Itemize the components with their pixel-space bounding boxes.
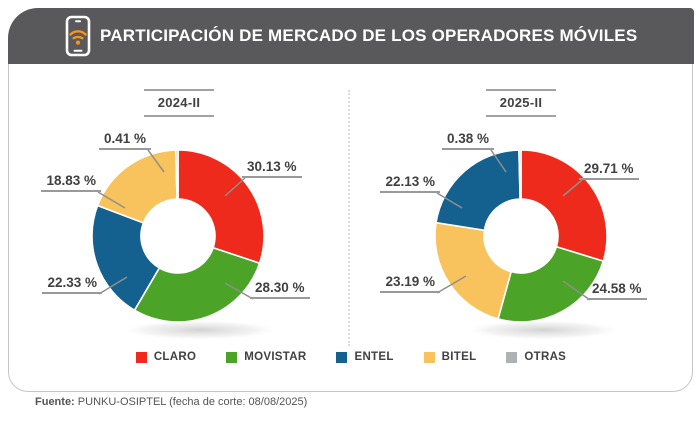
slice-value-label-entel: 22.13 % (380, 174, 440, 193)
legend-item-bitel: BITEL (423, 351, 477, 363)
legend-label: OTRAS (524, 351, 567, 363)
donut-slice-claro (177, 149, 265, 265)
legend-item-movistar: MOVISTAR (226, 351, 306, 363)
leader-line (562, 280, 591, 301)
slice-value-label-claro: 30.13 % (242, 159, 302, 178)
legend-label: MOVISTAR (244, 351, 307, 363)
slice-value-label-otras: 0.38 % (441, 131, 494, 150)
leader-line (436, 275, 467, 294)
legend-item-entel: ENTEL (336, 351, 393, 363)
legend-label: BITEL (441, 351, 477, 363)
period-label-2024: 2024-II (144, 89, 214, 117)
charts-divider (348, 90, 350, 346)
slice-value-label-otras: 0.41 % (98, 131, 151, 150)
phone-wifi-icon (65, 15, 91, 57)
slice-value-label-bitel: 18.83 % (41, 173, 101, 192)
slice-value-label-movistar: 28.30 % (250, 280, 310, 299)
slice-value-label-claro: 29.71 % (579, 161, 639, 180)
legend-swatch (336, 351, 348, 363)
leader-line (224, 282, 254, 300)
source-label: Fuente: (35, 396, 75, 408)
legend-swatch (135, 351, 147, 363)
page-title: PARTICIPACIÓN DE MERCADO DE LOS OPERADOR… (100, 26, 638, 45)
legend-label: CLARO (153, 351, 197, 363)
period-label-2025: 2025-II (486, 89, 556, 117)
legend-swatch (226, 351, 238, 363)
legend-item-claro: CLARO (135, 351, 197, 363)
leader-line (490, 149, 507, 173)
legend-item-otras: OTRAS (506, 351, 566, 363)
header-bar: PARTICIPACIÓN DE MERCADO DE LOS OPERADOR… (8, 8, 694, 64)
source-note: Fuente: PUNKU-OSIPTEL (fecha de corte: 0… (35, 396, 307, 408)
legend-swatch (506, 351, 518, 363)
slice-value-label-bitel: 23.19 % (380, 274, 440, 293)
donut-slice-bitel (434, 221, 513, 320)
donut-shadow (463, 320, 623, 340)
legend-label: ENTEL (354, 351, 394, 363)
donut-slice-movistar (133, 246, 261, 323)
slice-value-label-entel: 22.33 % (42, 275, 102, 294)
slice-value-label-movistar: 24.58 % (587, 281, 647, 300)
leader-line (224, 177, 246, 197)
donut-slice-bitel (96, 149, 178, 224)
donut-slice-otras (174, 149, 179, 200)
donut-slice-entel (435, 149, 521, 232)
leader-line (97, 191, 126, 209)
leader-line (147, 149, 165, 173)
source-text: PUNKU-OSIPTEL (fecha de corte: 08/08/202… (74, 396, 308, 408)
leader-line (436, 192, 463, 209)
donut-slice-movistar (497, 245, 605, 323)
donut-shadow (120, 320, 280, 340)
donut-slice-otras (518, 149, 522, 200)
legend-swatch (423, 351, 435, 363)
leader-line (562, 179, 583, 197)
leader-line (98, 276, 128, 295)
donut-slice-claro (520, 149, 608, 263)
legend: CLARO MOVISTAR ENTEL BITEL OTRAS (8, 348, 694, 366)
